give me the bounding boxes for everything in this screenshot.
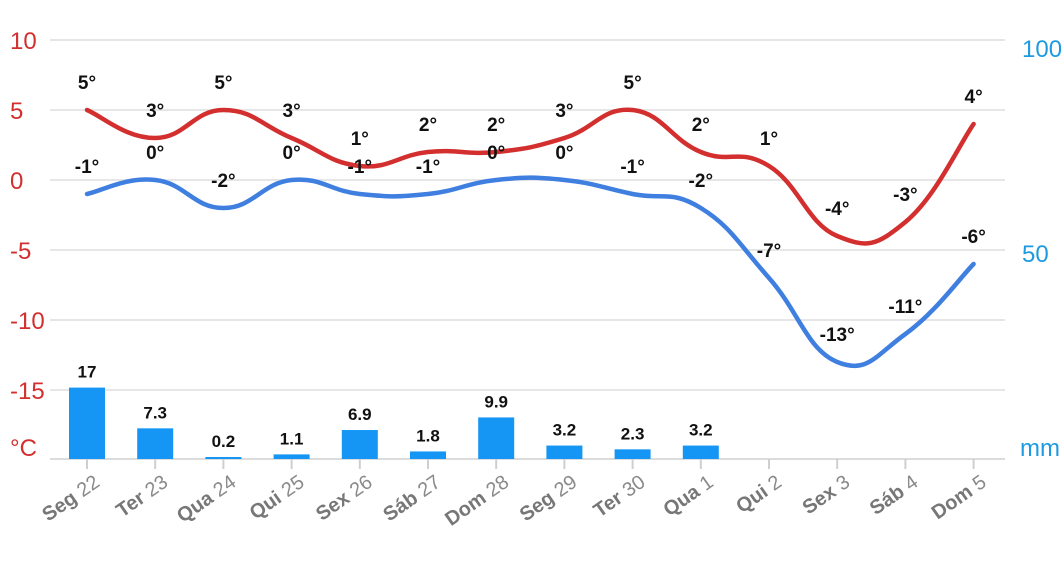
y-left-tick-1: 5 [10, 98, 23, 125]
min-temp-label: -6° [961, 227, 986, 248]
series-line-max [84, 107, 976, 246]
precip-label: 1.1 [280, 429, 304, 448]
x-tick-label: Ter 30 [590, 471, 650, 522]
y-left-tick-2: 0 [10, 168, 23, 195]
precip-label: 3.2 [553, 421, 577, 440]
max-temp-label: 3° [146, 101, 164, 122]
x-tick-label: Qua 24 [173, 471, 240, 527]
x-tick-label: Qui 25 [246, 471, 309, 524]
precip-label: 7.3 [143, 403, 167, 422]
max-temp-label: 5° [78, 73, 96, 94]
min-temp-label: 0° [555, 143, 573, 164]
max-temp-label: 1° [760, 129, 778, 150]
max-temp-label: 2° [692, 115, 710, 136]
x-tick-label: Dom 5 [928, 471, 991, 524]
precip-bar [546, 445, 583, 459]
y-left-unit: °C [10, 435, 37, 462]
precip-label: 9.9 [484, 392, 508, 411]
precip-label: 1.8 [416, 426, 440, 445]
precip-label: 3.2 [689, 421, 713, 440]
min-temp-label: -1° [620, 157, 645, 178]
y-left-tick-4: -10 [10, 308, 45, 335]
precip-bar [614, 449, 651, 459]
min-temp-label: -13° [820, 325, 855, 346]
min-temp-label: -2° [689, 171, 714, 192]
x-tick-label: Seg 29 [516, 471, 581, 526]
min-temp-label: -1° [416, 157, 441, 178]
max-temp-label: 5° [214, 73, 232, 94]
x-tick-label: Sáb 4 [866, 471, 922, 520]
y-left-tick-5: -15 [10, 378, 45, 405]
precip-bar [205, 457, 242, 459]
precip-label: 0.2 [212, 432, 236, 451]
y-right-tick-0: 100 [1022, 36, 1061, 63]
max-temp-label: 4° [965, 87, 983, 108]
precip-bar [137, 428, 174, 459]
max-temp-label: 1° [351, 129, 369, 150]
precip-bar [682, 445, 719, 459]
min-temp-label: -1° [348, 157, 373, 178]
x-tick-label: Seg 22 [38, 471, 103, 526]
x-tick-label: Sáb 27 [379, 471, 444, 526]
series-line-min [84, 175, 976, 369]
x-tick-label: Qui 2 [732, 471, 786, 518]
min-temp-label: -11° [888, 297, 922, 318]
x-tick-label: Sex 3 [799, 471, 854, 519]
max-temp-label: 2° [487, 115, 505, 136]
max-temp-label: 3° [283, 101, 301, 122]
max-temp-label: -4° [825, 199, 850, 220]
y-left-tick-3: -5 [10, 238, 31, 265]
precip-bar [410, 451, 446, 459]
precip-label: 17 [78, 363, 97, 382]
x-tick-label: Ter 23 [112, 471, 172, 522]
precip-label: 2.3 [621, 424, 645, 443]
max-temp-label: 3° [555, 101, 573, 122]
max-temp-label: -3° [893, 185, 918, 206]
y-right-unit: mm [1020, 435, 1060, 462]
precip-bar [341, 430, 378, 459]
min-temp-label: -1° [75, 157, 100, 178]
x-tick-label: Sex 26 [312, 471, 377, 525]
precip-bar [273, 454, 310, 459]
y-left-tick-0: 10 [10, 28, 37, 55]
min-temp-label: -7° [757, 241, 782, 262]
min-temp-label: 0° [146, 143, 164, 164]
min-temp-label: -2° [211, 171, 236, 192]
x-tick-label: Dom 28 [441, 471, 513, 530]
precip-bar [69, 387, 105, 459]
y-right-tick-1: 50 [1022, 241, 1049, 268]
min-temp-label: 0° [487, 143, 505, 164]
x-tick-label: Qua 1 [660, 471, 718, 521]
max-temp-label: 2° [419, 115, 437, 136]
min-temp-label: 0° [283, 143, 301, 164]
precip-bar [478, 417, 515, 459]
precip-label: 6.9 [348, 405, 372, 424]
max-temp-label: 5° [624, 73, 642, 94]
